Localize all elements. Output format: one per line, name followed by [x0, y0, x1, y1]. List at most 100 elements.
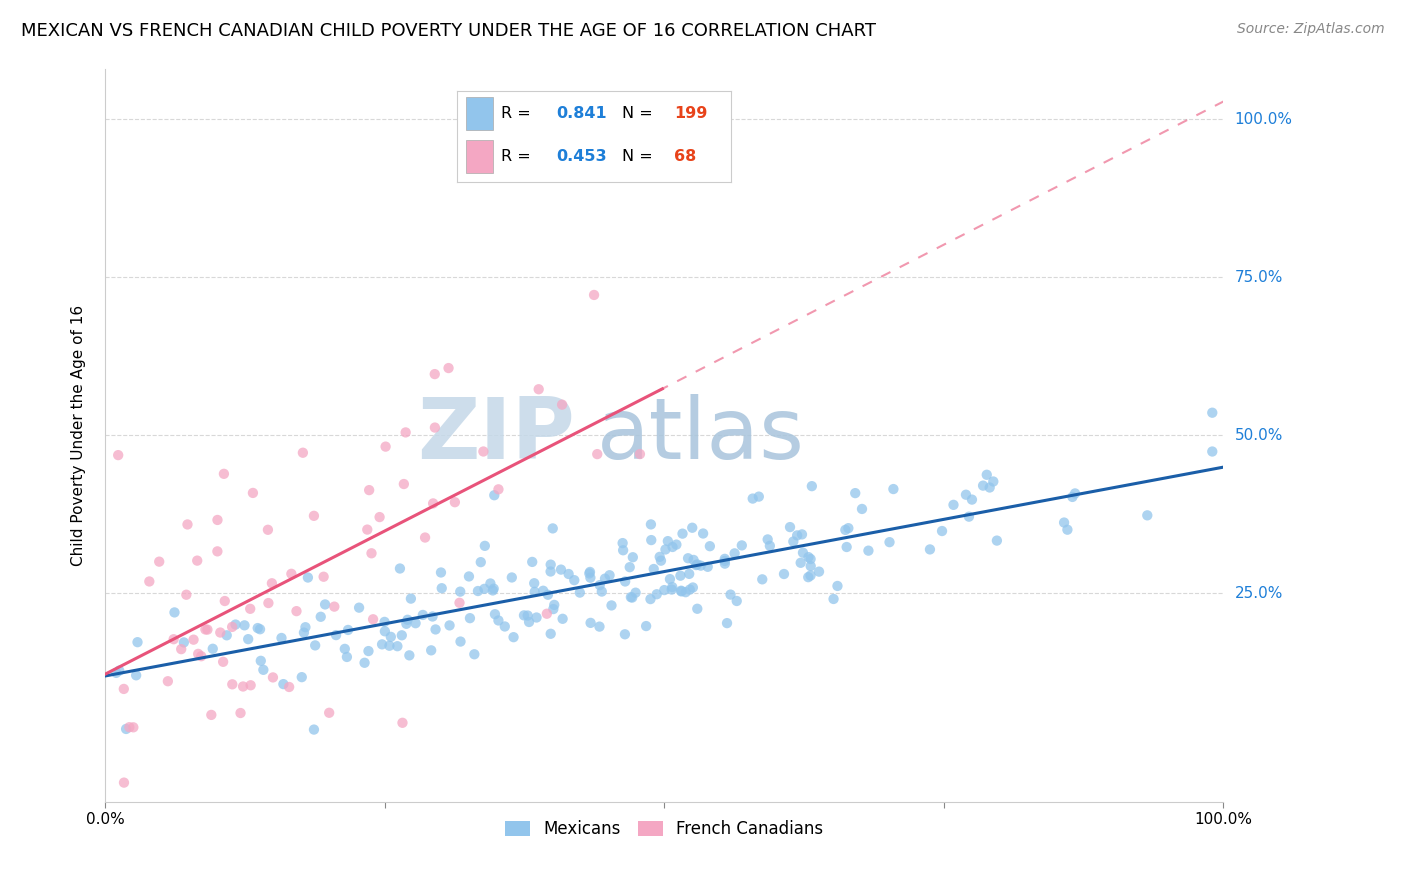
Point	[190, 649, 212, 664]
Point	[337, 623, 360, 637]
Point	[398, 648, 420, 663]
Text: 75.0%: 75.0%	[1234, 269, 1282, 285]
Point	[714, 557, 737, 571]
Point	[976, 467, 998, 482]
Point	[957, 509, 980, 524]
Point	[636, 619, 658, 633]
Point	[1056, 523, 1078, 537]
Point	[108, 664, 131, 678]
Point	[482, 582, 505, 596]
Point	[353, 656, 375, 670]
Point	[239, 678, 262, 692]
Point	[302, 508, 325, 523]
Point	[391, 628, 413, 642]
Point	[640, 592, 662, 607]
Point	[614, 574, 637, 589]
Point	[463, 647, 485, 661]
Point	[333, 641, 356, 656]
Point	[233, 618, 256, 632]
Point	[800, 559, 823, 574]
Point	[238, 632, 260, 647]
Point	[686, 558, 709, 572]
Point	[531, 583, 554, 598]
Point	[792, 546, 814, 560]
Point	[484, 488, 506, 502]
Point	[413, 531, 436, 545]
Point	[260, 576, 283, 591]
Point	[186, 554, 208, 568]
Point	[536, 607, 558, 621]
Point	[115, 722, 138, 736]
Point	[661, 580, 683, 594]
Point	[643, 562, 665, 576]
Point	[212, 655, 235, 669]
Point	[671, 526, 693, 541]
Point	[449, 596, 471, 610]
Point	[356, 523, 378, 537]
Point	[699, 539, 721, 553]
Point	[423, 420, 446, 434]
Point	[658, 572, 681, 586]
Point	[692, 526, 714, 541]
Point	[960, 492, 983, 507]
Point	[541, 521, 564, 535]
Point	[612, 543, 634, 558]
Point	[579, 615, 602, 630]
Point	[262, 670, 284, 684]
Point	[392, 477, 415, 491]
Point	[467, 584, 489, 599]
Point	[422, 609, 444, 624]
Point	[221, 620, 243, 634]
Point	[201, 641, 224, 656]
Point	[523, 576, 546, 591]
Point	[1136, 508, 1159, 523]
Point	[628, 447, 651, 461]
Point	[681, 521, 703, 535]
Point	[682, 581, 704, 595]
Point	[1062, 490, 1084, 504]
Point	[138, 574, 160, 589]
Point	[621, 550, 644, 565]
Point	[779, 520, 801, 534]
Point	[107, 448, 129, 462]
Point	[302, 723, 325, 737]
Point	[312, 570, 335, 584]
Point	[665, 538, 688, 552]
Point	[458, 611, 481, 625]
Point	[981, 475, 1004, 489]
Point	[374, 624, 396, 639]
Point	[612, 536, 634, 550]
Point	[851, 502, 873, 516]
Point	[395, 616, 418, 631]
Point	[472, 444, 495, 458]
Point	[207, 544, 229, 558]
Point	[789, 556, 811, 570]
Point	[200, 707, 222, 722]
Point	[112, 775, 135, 789]
Point	[405, 616, 427, 631]
Point	[682, 553, 704, 567]
Point	[176, 517, 198, 532]
Point	[696, 559, 718, 574]
Point	[540, 558, 562, 572]
Text: ZIP: ZIP	[418, 393, 575, 476]
Point	[225, 617, 247, 632]
Point	[986, 533, 1008, 548]
Point	[942, 498, 965, 512]
Point	[294, 620, 316, 634]
Point	[661, 582, 683, 597]
Legend: Mexicans, French Canadians: Mexicans, French Canadians	[499, 814, 830, 845]
Point	[304, 639, 326, 653]
Point	[502, 630, 524, 644]
Point	[1201, 444, 1223, 458]
Point	[273, 677, 295, 691]
Point	[314, 598, 336, 612]
Point	[526, 610, 548, 624]
Point	[645, 587, 668, 601]
Point	[194, 623, 217, 637]
Point	[578, 566, 600, 581]
Point	[551, 398, 574, 412]
Point	[773, 567, 796, 582]
Point	[835, 540, 858, 554]
Point	[522, 555, 544, 569]
